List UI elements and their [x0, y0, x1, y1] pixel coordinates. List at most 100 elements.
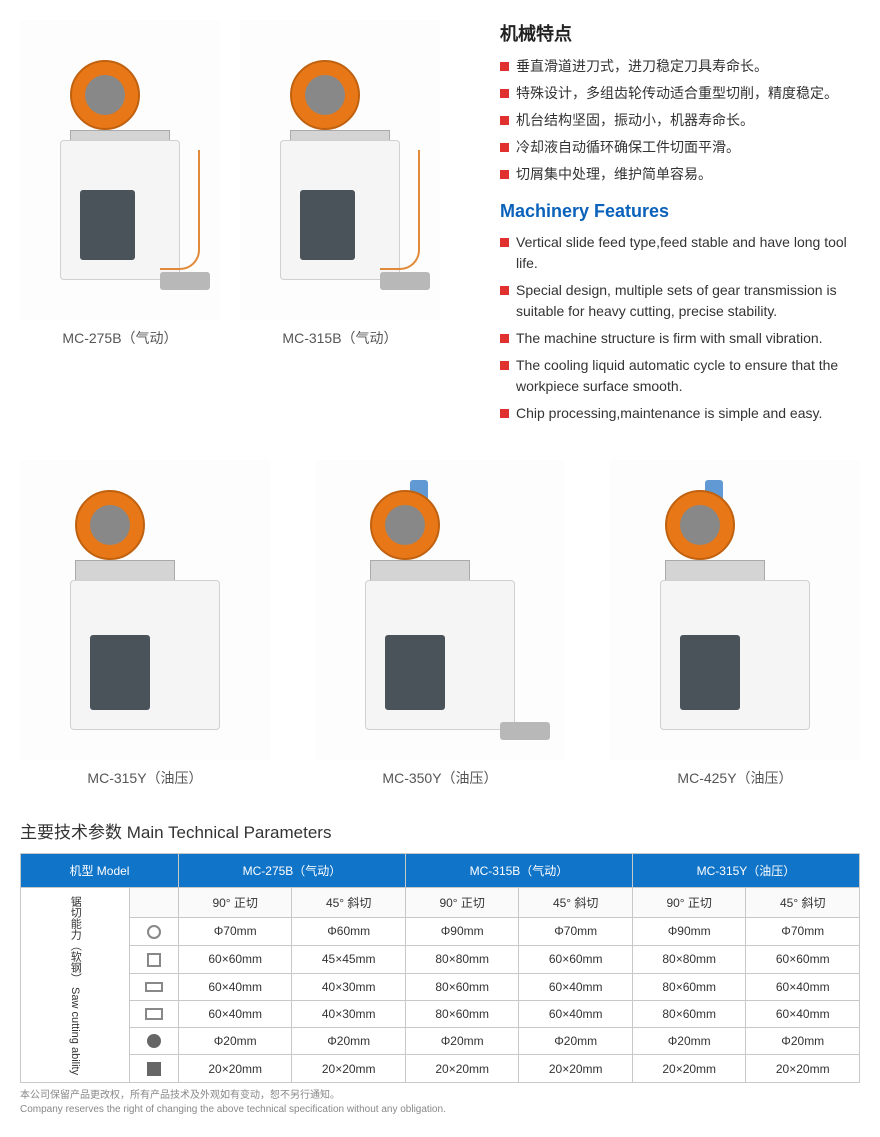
cell: Φ20mm	[178, 1027, 292, 1055]
cell: Φ20mm	[632, 1027, 746, 1055]
product-label: MC-350Y（油压）	[382, 768, 497, 788]
circle-outline-icon	[147, 925, 161, 939]
cell: 80×80mm	[405, 945, 519, 973]
table-row: 60×40mm 40×30mm 80×60mm 60×40mm 80×60mm …	[21, 1000, 860, 1027]
cell: Φ70mm	[746, 918, 860, 946]
cell: Φ70mm	[178, 918, 292, 946]
feature-item: The cooling liquid automatic cycle to en…	[500, 355, 860, 397]
feature-item: The machine structure is firm with small…	[500, 328, 860, 349]
cell: 80×60mm	[632, 973, 746, 1000]
features-list-cn: 垂直滑道进刀式，进刀稳定刀具寿命长。 特殊设计，多组齿轮传动适合重型切削，精度稳…	[500, 56, 860, 185]
product-mc-315b: MC-315B（气动）	[240, 20, 440, 430]
features-list-en: Vertical slide feed type,feed stable and…	[500, 232, 860, 424]
footnote: 本公司保留产品更改权，所有产品技术及外观如有变动，恕不另行通知。 Company…	[20, 1089, 860, 1117]
params-table: 机型 Model MC-275B（气动） MC-315B（气动） MC-315Y…	[20, 853, 860, 1083]
feature-item: 切屑集中处理，维护简单容易。	[500, 164, 860, 185]
cell: 20×20mm	[519, 1055, 633, 1083]
bullet-icon	[500, 334, 509, 343]
feature-text: Chip processing,maintenance is simple an…	[516, 403, 822, 424]
cell: 80×60mm	[405, 1000, 519, 1027]
feature-text: 特殊设计，多组齿轮传动适合重型切削，精度稳定。	[516, 83, 838, 104]
angle-45: 45° 斜切	[292, 888, 406, 918]
cell: 60×60mm	[746, 945, 860, 973]
cell: Φ90mm	[405, 918, 519, 946]
angle-90: 90° 正切	[178, 888, 292, 918]
table-header-row: 机型 Model MC-275B（气动） MC-315B（气动） MC-315Y…	[21, 854, 860, 888]
feature-text: 机台结构坚固，振动小，机器寿命长。	[516, 110, 754, 131]
shape-cell	[130, 973, 179, 1000]
cell: Φ90mm	[632, 918, 746, 946]
shape-cell	[130, 1055, 179, 1083]
bullet-icon	[500, 143, 509, 152]
shape-cell	[130, 945, 179, 973]
cell: 20×20mm	[746, 1055, 860, 1083]
cell: 80×80mm	[632, 945, 746, 973]
feature-text: The machine structure is firm with small…	[516, 328, 823, 349]
feature-text: 垂直滑道进刀式，进刀稳定刀具寿命长。	[516, 56, 768, 77]
header-col: MC-315B（气动）	[405, 854, 632, 888]
feature-text: Special design, multiple sets of gear tr…	[516, 280, 860, 322]
cell: 60×40mm	[746, 1000, 860, 1027]
features-title-en: Machinery Features	[500, 201, 860, 222]
product-image	[240, 20, 440, 320]
cell: 60×40mm	[746, 973, 860, 1000]
feature-item: 特殊设计，多组齿轮传动适合重型切削，精度稳定。	[500, 83, 860, 104]
circle-filled-icon	[147, 1034, 161, 1048]
product-image	[315, 460, 565, 760]
shape-cell	[130, 918, 179, 946]
params-title: 主要技术参数 Main Technical Parameters	[20, 818, 860, 843]
product-label: MC-425Y（油压）	[677, 768, 792, 788]
table-row: Φ70mm Φ60mm Φ90mm Φ70mm Φ90mm Φ70mm	[21, 918, 860, 946]
bullet-icon	[500, 286, 509, 295]
feature-item: 机台结构坚固，振动小，机器寿命长。	[500, 110, 860, 131]
cell: 60×40mm	[178, 973, 292, 1000]
square-outline-icon	[147, 953, 161, 967]
feature-text: 冷却液自动循环确保工件切面平滑。	[516, 137, 740, 158]
products-top-row: MC-275B（气动） MC-315B（气动）	[20, 20, 480, 430]
cell: 20×20mm	[178, 1055, 292, 1083]
product-mc-425y: MC-425Y（油压）	[610, 460, 860, 788]
cell: 40×30mm	[292, 973, 406, 1000]
side-label: 锯切能力（软钢） Saw cutting ability	[21, 888, 130, 1083]
cell: Φ70mm	[519, 918, 633, 946]
product-image	[20, 20, 220, 320]
cell: Φ20mm	[292, 1027, 406, 1055]
feature-text: The cooling liquid automatic cycle to en…	[516, 355, 860, 397]
angle-90: 90° 正切	[405, 888, 519, 918]
header-col: MC-315Y（油压）	[632, 854, 859, 888]
features-panel: 机械特点 垂直滑道进刀式，进刀稳定刀具寿命长。 特殊设计，多组齿轮传动适合重型切…	[500, 20, 860, 430]
product-label: MC-275B（气动）	[62, 328, 177, 348]
feature-item: Chip processing,maintenance is simple an…	[500, 403, 860, 424]
feature-text: 切屑集中处理，维护简单容易。	[516, 164, 712, 185]
bullet-icon	[500, 238, 509, 247]
cell: 60×40mm	[519, 1000, 633, 1027]
cell: 60×40mm	[178, 1000, 292, 1027]
cell: 60×40mm	[519, 973, 633, 1000]
shape-cell	[130, 1000, 179, 1027]
bullet-icon	[500, 89, 509, 98]
cell: 20×20mm	[405, 1055, 519, 1083]
product-mc-275b: MC-275B（气动）	[20, 20, 220, 430]
feature-item: 冷却液自动循环确保工件切面平滑。	[500, 137, 860, 158]
product-label: MC-315B（气动）	[282, 328, 397, 348]
bullet-icon	[500, 62, 509, 71]
products-bottom-row: MC-315Y（油压） MC-350Y（油压） MC-425Y（油压）	[20, 460, 860, 788]
feature-item: 垂直滑道进刀式，进刀稳定刀具寿命长。	[500, 56, 860, 77]
shape-col-header	[130, 888, 179, 918]
cell: 40×30mm	[292, 1000, 406, 1027]
header-col: MC-275B（气动）	[178, 854, 405, 888]
feature-text: Vertical slide feed type,feed stable and…	[516, 232, 860, 274]
cell: 20×20mm	[292, 1055, 406, 1083]
product-image	[610, 460, 860, 760]
cell: Φ60mm	[292, 918, 406, 946]
footnote-cn: 本公司保留产品更改权，所有产品技术及外观如有变动，恕不另行通知。	[20, 1089, 860, 1103]
table-subheader-row: 锯切能力（软钢） Saw cutting ability 90° 正切 45° …	[21, 888, 860, 918]
cell: 45×45mm	[292, 945, 406, 973]
table-row: 60×60mm 45×45mm 80×80mm 60×60mm 80×80mm …	[21, 945, 860, 973]
cell: 80×60mm	[405, 973, 519, 1000]
rect-outline-icon	[145, 1008, 163, 1020]
cell: Φ20mm	[519, 1027, 633, 1055]
cell: 60×60mm	[178, 945, 292, 973]
table-row: 20×20mm 20×20mm 20×20mm 20×20mm 20×20mm …	[21, 1055, 860, 1083]
square-filled-icon	[147, 1062, 161, 1076]
